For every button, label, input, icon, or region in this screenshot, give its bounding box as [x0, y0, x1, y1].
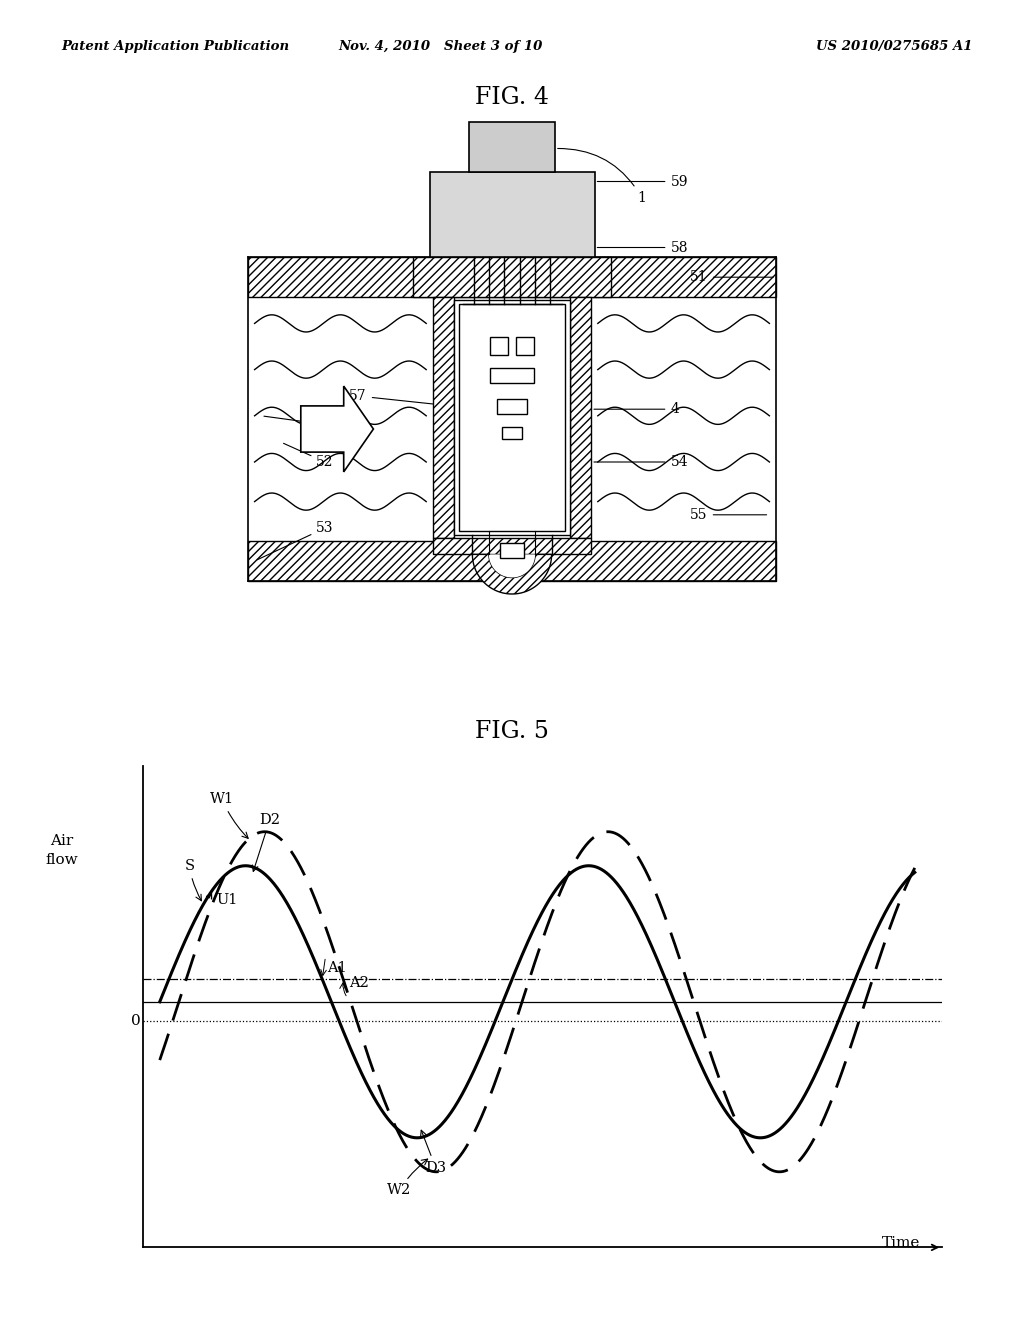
Text: D2: D2	[252, 813, 281, 871]
Text: 4: 4	[594, 403, 679, 416]
Bar	[516, 337, 535, 355]
Text: U1: U1	[216, 892, 238, 907]
Bar	[454, 300, 570, 535]
Bar	[489, 337, 508, 355]
Text: S: S	[184, 859, 202, 900]
Text: Time: Time	[882, 1237, 921, 1250]
Text: A1: A1	[327, 961, 346, 974]
Bar	[489, 368, 535, 383]
Text: 57: 57	[349, 389, 455, 407]
Text: 55: 55	[690, 508, 767, 521]
Text: 59: 59	[597, 174, 688, 189]
Text: D3: D3	[421, 1130, 446, 1175]
Text: 52: 52	[284, 444, 334, 469]
Bar	[469, 121, 555, 172]
Text: 51: 51	[690, 271, 773, 284]
Text: Air
flow: Air flow	[45, 834, 78, 867]
Text: 56: 56	[264, 416, 367, 436]
Bar	[433, 539, 591, 554]
Bar	[498, 399, 526, 414]
Bar	[459, 304, 565, 531]
Text: A2: A2	[348, 975, 369, 990]
Polygon shape	[472, 554, 552, 594]
Bar	[500, 544, 524, 557]
Bar	[433, 297, 454, 539]
Polygon shape	[488, 554, 536, 577]
Bar	[429, 172, 595, 257]
Text: 1: 1	[558, 148, 646, 205]
Text: Patent Application Publication: Patent Application Publication	[61, 40, 290, 53]
Bar	[570, 297, 591, 539]
Text: W2: W2	[387, 1159, 428, 1197]
Bar	[248, 541, 776, 581]
Text: FIG. 5: FIG. 5	[475, 721, 549, 743]
Text: 58: 58	[597, 240, 688, 255]
Bar	[413, 257, 611, 297]
Bar	[502, 428, 522, 438]
Text: US 2010/0275685 A1: US 2010/0275685 A1	[816, 40, 973, 53]
Text: W1: W1	[210, 792, 248, 838]
Text: Nov. 4, 2010   Sheet 3 of 10: Nov. 4, 2010 Sheet 3 of 10	[338, 40, 543, 53]
Text: FIG. 4: FIG. 4	[475, 86, 549, 108]
Text: 54: 54	[594, 455, 688, 469]
Polygon shape	[301, 385, 374, 471]
Bar	[248, 257, 776, 297]
Text: 0: 0	[131, 1014, 140, 1028]
Text: 53: 53	[257, 521, 334, 560]
